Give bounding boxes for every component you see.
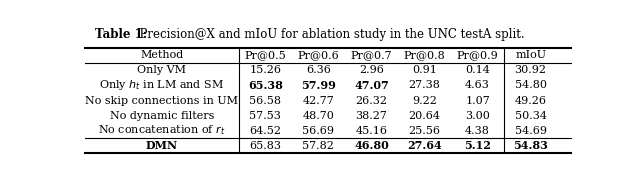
Text: 0.14: 0.14 [465,65,490,75]
Text: Pr@0.9: Pr@0.9 [457,50,499,60]
Text: 48.70: 48.70 [302,111,334,121]
Text: 0.91: 0.91 [412,65,437,75]
Text: 46.80: 46.80 [354,140,388,151]
Text: 42.77: 42.77 [303,96,334,106]
Text: 1.07: 1.07 [465,96,490,106]
Text: 38.27: 38.27 [355,111,387,121]
Text: 9.22: 9.22 [412,96,437,106]
Text: 57.82: 57.82 [302,141,334,150]
Text: mIoU: mIoU [515,50,546,60]
Text: 56.58: 56.58 [249,96,281,106]
Text: No dynamic filters: No dynamic filters [109,111,214,121]
Text: 27.38: 27.38 [408,80,440,90]
Text: Table 1:: Table 1: [95,28,147,41]
Text: Pr@0.5: Pr@0.5 [244,50,286,60]
Text: Only $h_t$ in LM and SM: Only $h_t$ in LM and SM [99,78,225,92]
Text: 27.64: 27.64 [407,140,442,151]
Text: 57.53: 57.53 [250,111,281,121]
Text: Precision@X and mIoU for ablation study in the UNC testA split.: Precision@X and mIoU for ablation study … [132,28,525,41]
Text: 4.63: 4.63 [465,80,490,90]
Text: 54.80: 54.80 [515,80,547,90]
Text: 3.00: 3.00 [465,111,490,121]
Text: Pr@0.8: Pr@0.8 [404,50,445,60]
Text: 5.12: 5.12 [464,140,491,151]
Text: 54.69: 54.69 [515,125,547,135]
Text: No skip connections in UM: No skip connections in UM [85,96,238,106]
Text: 49.26: 49.26 [515,96,547,106]
Text: 54.83: 54.83 [513,140,548,151]
Text: 65.83: 65.83 [249,141,281,150]
Text: 47.07: 47.07 [354,80,388,91]
Text: 64.52: 64.52 [249,125,281,135]
Text: 15.26: 15.26 [249,65,281,75]
Text: 25.56: 25.56 [408,125,440,135]
Text: 4.38: 4.38 [465,125,490,135]
Text: 65.38: 65.38 [248,80,283,91]
Text: 6.36: 6.36 [306,65,331,75]
Text: Only VM: Only VM [138,65,186,75]
Text: Pr@0.7: Pr@0.7 [351,50,392,60]
Text: 20.64: 20.64 [408,111,440,121]
Text: 45.16: 45.16 [355,125,387,135]
Text: 57.99: 57.99 [301,80,336,91]
Text: 56.69: 56.69 [302,125,334,135]
Text: 2.96: 2.96 [359,65,384,75]
Text: DMN: DMN [146,140,178,151]
Text: 30.92: 30.92 [515,65,547,75]
Text: Method: Method [140,50,184,60]
Text: Pr@0.6: Pr@0.6 [298,50,339,60]
Text: 26.32: 26.32 [355,96,387,106]
Text: No concatenation of $r_t$: No concatenation of $r_t$ [98,124,225,137]
Text: 50.34: 50.34 [515,111,547,121]
